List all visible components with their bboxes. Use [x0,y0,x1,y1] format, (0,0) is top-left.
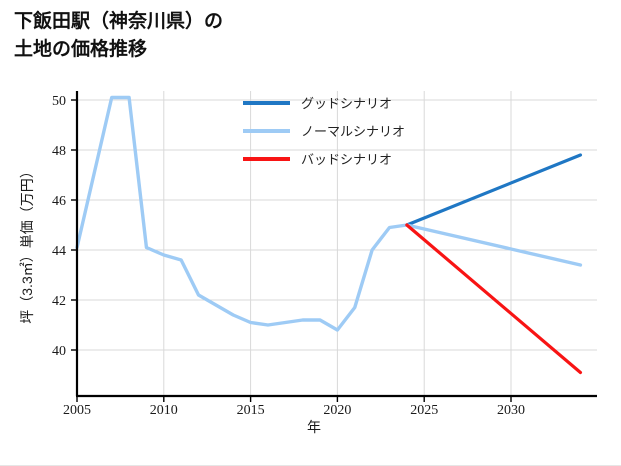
x-tick-label: 2005 [63,403,91,418]
legend-label: ノーマルシナリオ [301,124,405,139]
x-axis-title: 年 [307,419,321,435]
y-tick-label: 50 [52,94,66,109]
legend-label: バッドシナリオ [301,152,392,167]
y-tick-label: 48 [52,144,66,159]
legend-label: グッドシナリオ [301,96,392,111]
series-line [405,153,583,227]
y-axis-ticks: 40 42 44 46 48 50 [52,94,77,359]
x-tick-label: 2010 [150,403,178,418]
y-tick-label: 40 [52,344,66,359]
x-tick-label: 2030 [497,403,525,418]
series-lines [75,95,583,375]
y-tick-label: 42 [52,294,66,309]
x-tick-label: 2025 [410,403,438,418]
y-tick-label: 44 [52,244,66,259]
y-tick-label: 46 [52,194,66,209]
x-tick-label: 2020 [323,403,351,418]
series-line [75,95,583,332]
series-line [405,223,583,375]
page-title-line-2: 土地の価格推移 [14,39,148,60]
x-tick-label: 2015 [237,403,265,418]
page-title-line-1: 下飯田駅（神奈川県）の [14,11,224,32]
x-axis-ticks: 2005 2010 2015 2020 2025 2030 [63,396,525,418]
y-axis-title: 坪（3.3㎡）単価（万円） [19,164,35,323]
